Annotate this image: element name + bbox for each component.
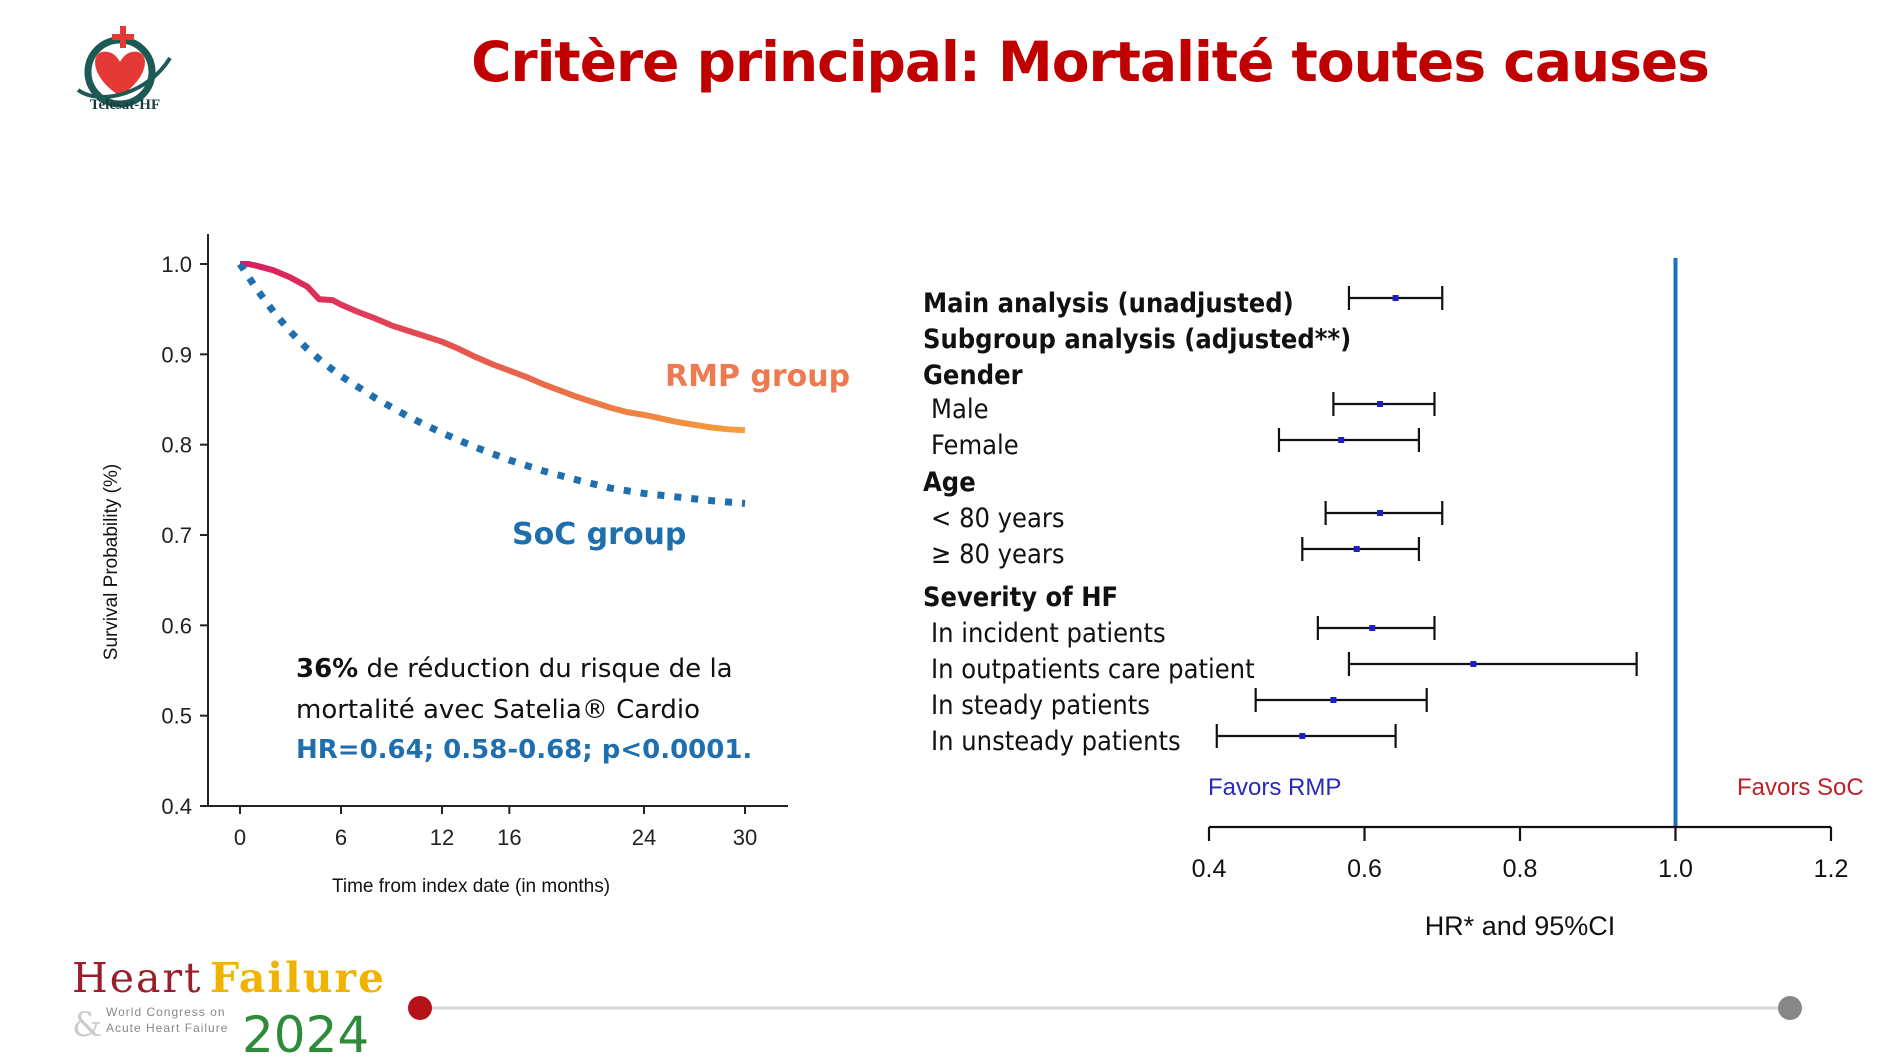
x-tick-label: 0.4 [1192, 855, 1227, 883]
footer-failure: Failure [210, 956, 386, 1002]
survival-chart-series [237, 261, 746, 507]
hr-point [1369, 625, 1376, 631]
forest-row-label: ≥ 80 years [931, 539, 1065, 570]
x-tick-label: 0.6 [1347, 855, 1382, 883]
footer-heart: Heart [72, 956, 203, 1002]
forest-row-label: Gender [923, 360, 1023, 391]
progress-end-dot [1778, 996, 1802, 1020]
hr-point [1330, 697, 1337, 703]
y-tick-label: 0.5 [161, 704, 192, 729]
forest-plot-axis: 0.4 0.6 0.8 1.0 1.2 HR* and 95%CI [1192, 258, 1849, 941]
slide-title: Critère principal: Mortalité toutes caus… [471, 30, 1710, 94]
footer-congress-line1: World Congress on [106, 1005, 226, 1019]
progress-start-dot [408, 996, 432, 1020]
hr-point [1338, 437, 1345, 443]
forest-row-label: In incident patients [931, 618, 1166, 649]
x-axis-title: HR* and 95%CI [1425, 911, 1616, 941]
hr-point [1392, 295, 1399, 301]
series-label-soc: SoC group [512, 517, 686, 552]
rmp-survival-line [240, 261, 746, 434]
y-tick-label: 0.6 [161, 613, 192, 638]
x-axis-title: Time from index date (in months) [332, 876, 610, 897]
x-tick-label: 0 [234, 825, 246, 850]
survival-chart-axes: 0.4 0.5 0.6 0.7 0.8 0.9 1.0 0 6 12 16 24 30 Time from… [101, 234, 788, 897]
forest-row-label: In steady patients [931, 690, 1150, 721]
forest-row-label: Age [923, 467, 976, 498]
annotation-bold: 36% [296, 654, 358, 684]
footer-progress [408, 996, 1802, 1020]
x-tick-label: 30 [733, 825, 757, 850]
favors-rmp-label: Favors RMP [1208, 774, 1341, 801]
x-tick-label: 16 [497, 825, 521, 850]
telesat-hf-logo [76, 26, 172, 108]
forest-plot: Main analysis (unadjusted) Subgroup analy… [923, 258, 1864, 941]
forest-row-label: Main analysis (unadjusted) [923, 288, 1294, 319]
footer-congress-line2: Acute Heart Failure [106, 1021, 228, 1035]
annotation-line1: 36% de réduction du risque de la [296, 654, 733, 684]
y-tick-label: 0.8 [161, 433, 192, 458]
y-axis-title: Survival Probability (%) [101, 464, 122, 660]
x-tick-label: 12 [430, 825, 454, 850]
forest-row-label: In unsteady patients [931, 726, 1181, 757]
forest-row-label: Male [931, 394, 989, 425]
hr-point [1353, 546, 1360, 552]
hr-point [1299, 733, 1306, 739]
hr-point [1377, 510, 1384, 516]
forest-row-label: Severity of HF [923, 582, 1118, 613]
y-tick-label: 0.7 [161, 523, 192, 548]
annotation-line2: mortalité avec Satelia® Cardio [296, 695, 700, 725]
favors-soc-label: Favors SoC [1737, 774, 1864, 801]
x-tick-label: 24 [632, 825, 656, 850]
x-tick-label: 1.0 [1658, 855, 1693, 883]
forest-row-label: Subgroup analysis (adjusted**) [923, 324, 1351, 355]
logo-text: Telesat-HF [89, 97, 161, 113]
y-tick-label: 0.4 [161, 794, 192, 819]
forest-row-label: Female [931, 430, 1019, 461]
forest-row-label: In outpatients care patient [931, 654, 1255, 685]
forest-plot-rows: Main analysis (unadjusted) Subgroup analy… [923, 286, 1638, 757]
forest-row-label: < 80 years [931, 503, 1065, 534]
heart-failure-2024-logo: Heart Failure & World Congress on Acute … [72, 956, 386, 1056]
annotation-hr: HR=0.64; 0.58-0.68; p<0.0001. [296, 735, 752, 765]
x-tick-label: 1.2 [1814, 855, 1849, 883]
footer-year: 2024 [242, 1006, 369, 1056]
annotation-line1-rest: de réduction du risque de la [358, 654, 732, 684]
survival-chart: 0.4 0.5 0.6 0.7 0.8 0.9 1.0 0 6 12 16 24 30 Time from… [101, 234, 850, 897]
hr-point [1377, 401, 1384, 407]
series-label-rmp: RMP group [665, 359, 850, 394]
y-tick-label: 0.9 [161, 342, 192, 367]
soc-survival-line [237, 262, 746, 507]
ampersand-icon: & [72, 1005, 102, 1045]
hr-point [1470, 661, 1477, 667]
y-tick-label: 1.0 [161, 252, 192, 277]
x-tick-label: 6 [335, 825, 347, 850]
x-tick-label: 0.8 [1503, 855, 1538, 883]
